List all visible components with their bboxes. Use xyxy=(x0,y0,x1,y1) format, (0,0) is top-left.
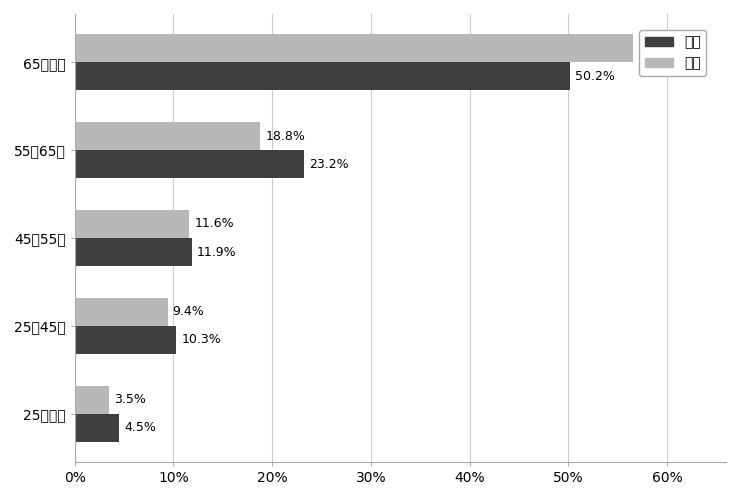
Bar xyxy=(75,150,303,178)
Bar xyxy=(75,210,189,238)
Text: 9.4%: 9.4% xyxy=(172,305,204,318)
Text: 11.9%: 11.9% xyxy=(197,246,237,258)
Text: 10.3%: 10.3% xyxy=(181,333,221,346)
Text: 56.6%: 56.6% xyxy=(639,42,678,55)
Bar xyxy=(75,386,110,414)
Text: 18.8%: 18.8% xyxy=(265,130,305,143)
Bar xyxy=(75,298,167,326)
Bar xyxy=(75,238,192,266)
Bar xyxy=(75,34,633,62)
Text: 23.2%: 23.2% xyxy=(309,158,349,171)
Bar xyxy=(75,326,176,354)
Text: 11.6%: 11.6% xyxy=(194,218,234,231)
Bar xyxy=(75,414,119,442)
Legend: 男性, 女性: 男性, 女性 xyxy=(639,30,706,76)
Text: 4.5%: 4.5% xyxy=(124,421,156,434)
Text: 50.2%: 50.2% xyxy=(575,70,615,83)
Text: 3.5%: 3.5% xyxy=(114,393,146,406)
Bar xyxy=(75,62,571,90)
Bar xyxy=(75,122,260,150)
